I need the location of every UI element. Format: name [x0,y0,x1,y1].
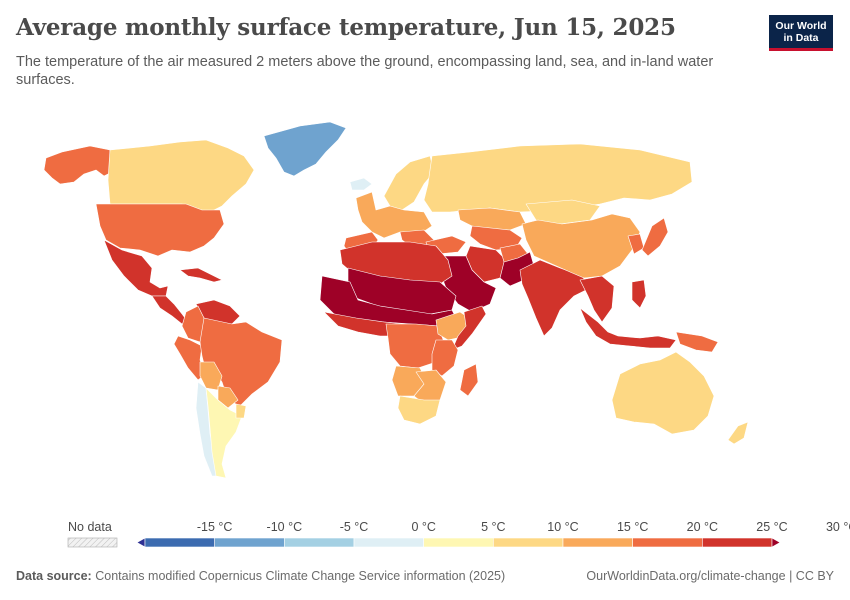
region-arabia[interactable] [437,255,497,313]
no-data-label: No data [68,520,112,534]
region-uruguay[interactable] [235,403,247,419]
world-map [43,121,749,479]
region-western-europe[interactable] [355,191,433,239]
legend-tick-label: 10 °C [547,520,578,534]
legend-bin[interactable] [144,537,215,548]
region-caribbean[interactable] [179,267,223,283]
region-mexico[interactable] [103,239,169,297]
legend-bin[interactable] [136,537,146,548]
legend-bin[interactable] [353,537,424,548]
region-south-africa[interactable] [397,395,441,425]
legend-bin[interactable] [702,537,773,548]
legend-tick-label: 20 °C [687,520,718,534]
legend-tick-label: 25 °C [756,520,787,534]
data-source: Data source: Contains modified Copernicu… [16,569,505,583]
legend-tick-label: -15 °C [197,520,233,534]
region-united-states[interactable] [95,203,225,257]
legend-tick-label: -5 °C [340,520,369,534]
legend-tick-label: 30 °C [826,520,850,534]
region-east-africa[interactable] [431,339,459,377]
region-southeast-asia[interactable] [579,275,615,323]
legend-bin[interactable] [771,537,781,548]
chart-subtitle: The temperature of the air measured 2 me… [16,54,714,88]
temperature-legend: No data -15 °C -10 °C -5 °C 0 °C 5 °C 10 °C 15… [67,520,850,548]
region-china[interactable] [521,213,641,279]
legend-tick-label: 0 °C [411,520,435,534]
region-australia[interactable] [611,351,715,435]
region-somalia[interactable] [451,305,487,351]
data-source-text: Contains modified Copernicus Climate Cha… [95,569,506,583]
region-papua-new-guinea[interactable] [675,331,719,353]
region-new-zealand[interactable] [727,421,749,445]
region-paraguay[interactable] [217,385,239,409]
data-source-label: Data source: [16,569,92,583]
region-philippines[interactable] [631,279,647,309]
legend-bin[interactable] [284,537,355,548]
region-russia[interactable] [423,143,693,213]
license-text: | CC BY [789,569,834,583]
region-canada[interactable] [107,139,255,213]
footer-attribution: OurWorldinData.org/climate-change | CC B… [586,569,834,583]
legend-tick-label: -10 °C [267,520,303,534]
logo-line-2: in Data [783,32,819,44]
legend-tick-label: 5 °C [481,520,505,534]
no-data-swatch [67,537,118,548]
legend-bin[interactable] [214,537,285,548]
legend-bin[interactable] [493,537,564,548]
region-madagascar[interactable] [459,363,479,397]
region-argentina[interactable] [205,387,243,479]
region-iceland[interactable] [349,177,373,191]
region-kazakhstan[interactable] [457,207,527,231]
region-central-america[interactable] [151,295,189,325]
region-greenland[interactable] [263,121,347,177]
source-link[interactable]: OurWorldinData.org/climate-change [586,569,786,583]
chart-title: Average monthly surface temperature, Jun… [16,14,676,41]
legend-tick-label: 15 °C [617,520,648,534]
legend-bin[interactable] [562,537,633,548]
legend-bin[interactable] [423,537,494,548]
region-central-africa[interactable] [385,323,445,369]
region-indonesia[interactable] [579,307,677,349]
logo-line-1: Our World [775,20,827,32]
region-alaska[interactable] [43,145,113,185]
legend-bin[interactable] [632,537,703,548]
owid-logo[interactable]: Our World in Data [769,15,833,51]
region-japan[interactable] [641,217,669,257]
region-india[interactable] [519,259,591,337]
